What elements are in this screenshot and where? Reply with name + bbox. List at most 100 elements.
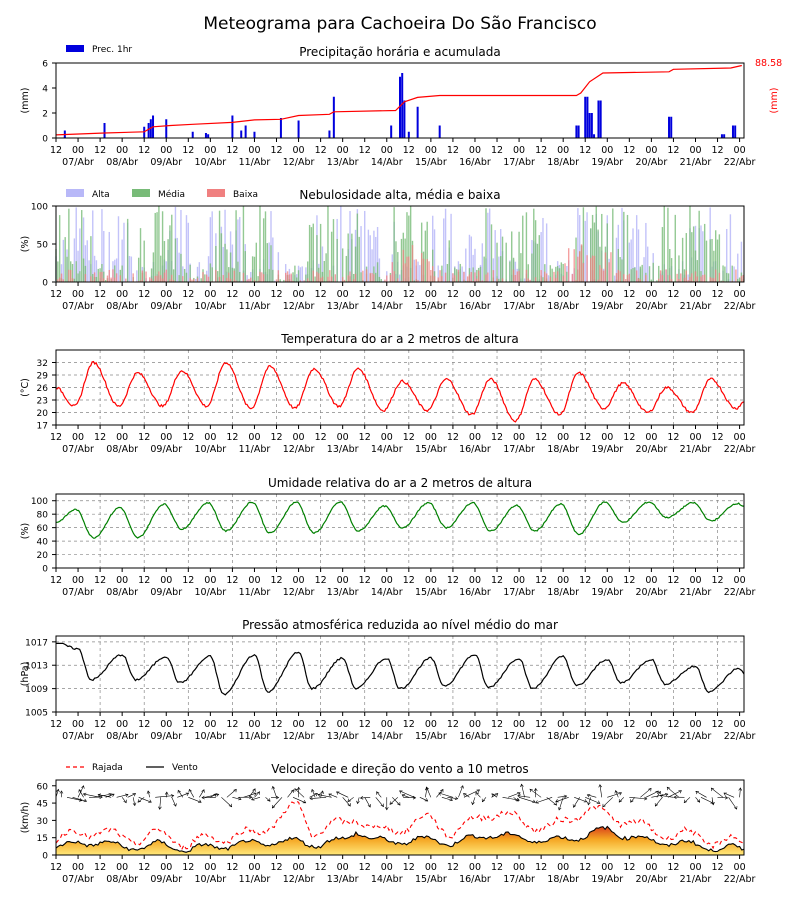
cloud-bar-baixa [529,279,531,282]
cloud-bar-media [531,253,533,282]
x-date-label: 19/Abr [591,587,623,598]
x-hour-label: 12 [535,432,547,443]
x-date-label: 15/Abr [415,874,447,885]
x-hour-label: 12 [623,862,635,873]
cloud-bar-media [75,261,77,282]
x-hour-label: 12 [315,432,327,443]
wind-direction-arrow [364,797,371,808]
cloud-bar-media [296,277,298,282]
x-date-label: 17/Abr [503,731,535,742]
cloud-bar-media [218,210,221,282]
x-hour-label: 00 [513,289,525,300]
cloud-bar-alta [613,275,616,282]
cloud-bar-alta [465,248,467,282]
cloud-bar-baixa [189,277,191,282]
wind-arrow-head [82,792,87,797]
cloud-bar-baixa [229,278,232,282]
precip-bar [723,134,726,138]
x-hour-label: 00 [469,145,481,156]
cloud-bar-baixa [319,277,322,282]
cloud-bar-media [459,263,461,282]
cloud-bar-media [292,272,294,282]
cloud-bar-media [720,280,722,282]
wind-arrow-head [401,794,406,798]
wind-direction-arrow [535,797,553,804]
x-hour-label: 12 [50,575,62,586]
cloud-bar-media [601,213,603,282]
wind-arrow-head [384,807,389,811]
x-date-label: 16/Abr [459,587,491,598]
x-hour-label: 12 [579,145,591,156]
cloud-bar-media [505,242,507,282]
x-hour-label: 00 [645,289,657,300]
legend-swatch-prec [66,45,84,52]
cloud-bar-baixa [518,270,520,282]
cloud-bar-baixa [608,262,610,282]
wind-direction-arrow [357,797,360,804]
cloud-bar-media [420,222,423,282]
x-date-label: 18/Abr [547,731,579,742]
cloud-bar-alta [577,208,579,282]
x-hour-label: 12 [270,575,282,586]
cloud-bar-baixa [161,278,164,282]
cloud-bar-media [424,230,427,282]
cloud-bar-baixa [171,274,173,282]
x-hour-label: 00 [425,145,437,156]
cloud-bar-baixa [615,273,618,282]
cloud-bar-media [718,234,721,282]
x-hour-label: 12 [535,862,547,873]
cloud-bar-media [479,266,482,282]
cloud-bar-media [641,264,643,282]
cloud-bar-media [242,206,245,282]
cloud-bar-baixa [196,278,199,282]
precip-bar [599,100,602,138]
x-hour-label: 12 [535,289,547,300]
cloud-bar-media [294,265,296,282]
x-hour-label: 00 [337,432,349,443]
x-hour-label: 00 [689,289,701,300]
cloud-bar-alta [647,246,649,282]
x-hour-label: 00 [72,145,84,156]
cloud-bar-alta [461,266,463,282]
cloud-bar-alta [470,236,472,282]
wind-direction-arrow [651,793,668,798]
x-hour-label: 12 [711,575,723,586]
precip-bar [253,131,256,138]
cloud-bar-media [731,265,733,282]
x-date-label: 20/Abr [636,444,668,455]
wind-arrow-head [517,794,521,798]
cloud-bar-media [239,271,241,282]
wind-direction-arrow [66,797,83,801]
wind-direction-arrow [265,797,271,802]
cloud-bar-baixa [262,274,265,282]
cloud-bar-media [555,266,557,282]
cloud-bar-baixa [556,271,559,282]
wind-direction-arrow [132,797,136,806]
wind-arrow-head [238,796,242,801]
wind-arrow-head [59,790,64,794]
x-hour-label: 12 [623,432,635,443]
y-tick-label: 0 [42,279,48,289]
wind-arrow-head [654,803,659,807]
y-tick-label: 100 [31,497,48,507]
cloud-bar-baixa [58,277,61,282]
x-hour-label: 00 [160,145,172,156]
wind-direction-arrow [77,785,84,798]
precip-bar [244,125,247,138]
cloud-bar-alta [101,209,103,282]
x-hour-label: 00 [689,575,701,586]
wind-arrow-head [170,794,175,798]
cloud-bar-baixa [406,256,408,282]
cloud-bar-media [709,239,711,282]
x-hour-label: 00 [248,289,260,300]
cloud-bar-alta [481,243,484,282]
x-hour-label: 00 [381,719,393,730]
x-hour-label: 00 [293,719,305,730]
wind-arrow-head [563,794,568,799]
legend-label-prec: Prec. 1hr [92,45,132,55]
cloud-bar-baixa [246,279,248,282]
temperature-line [55,360,745,423]
x-hour-label: 12 [94,719,106,730]
cloud-bar-alta [432,215,434,282]
cloud-bar-baixa [580,244,583,282]
